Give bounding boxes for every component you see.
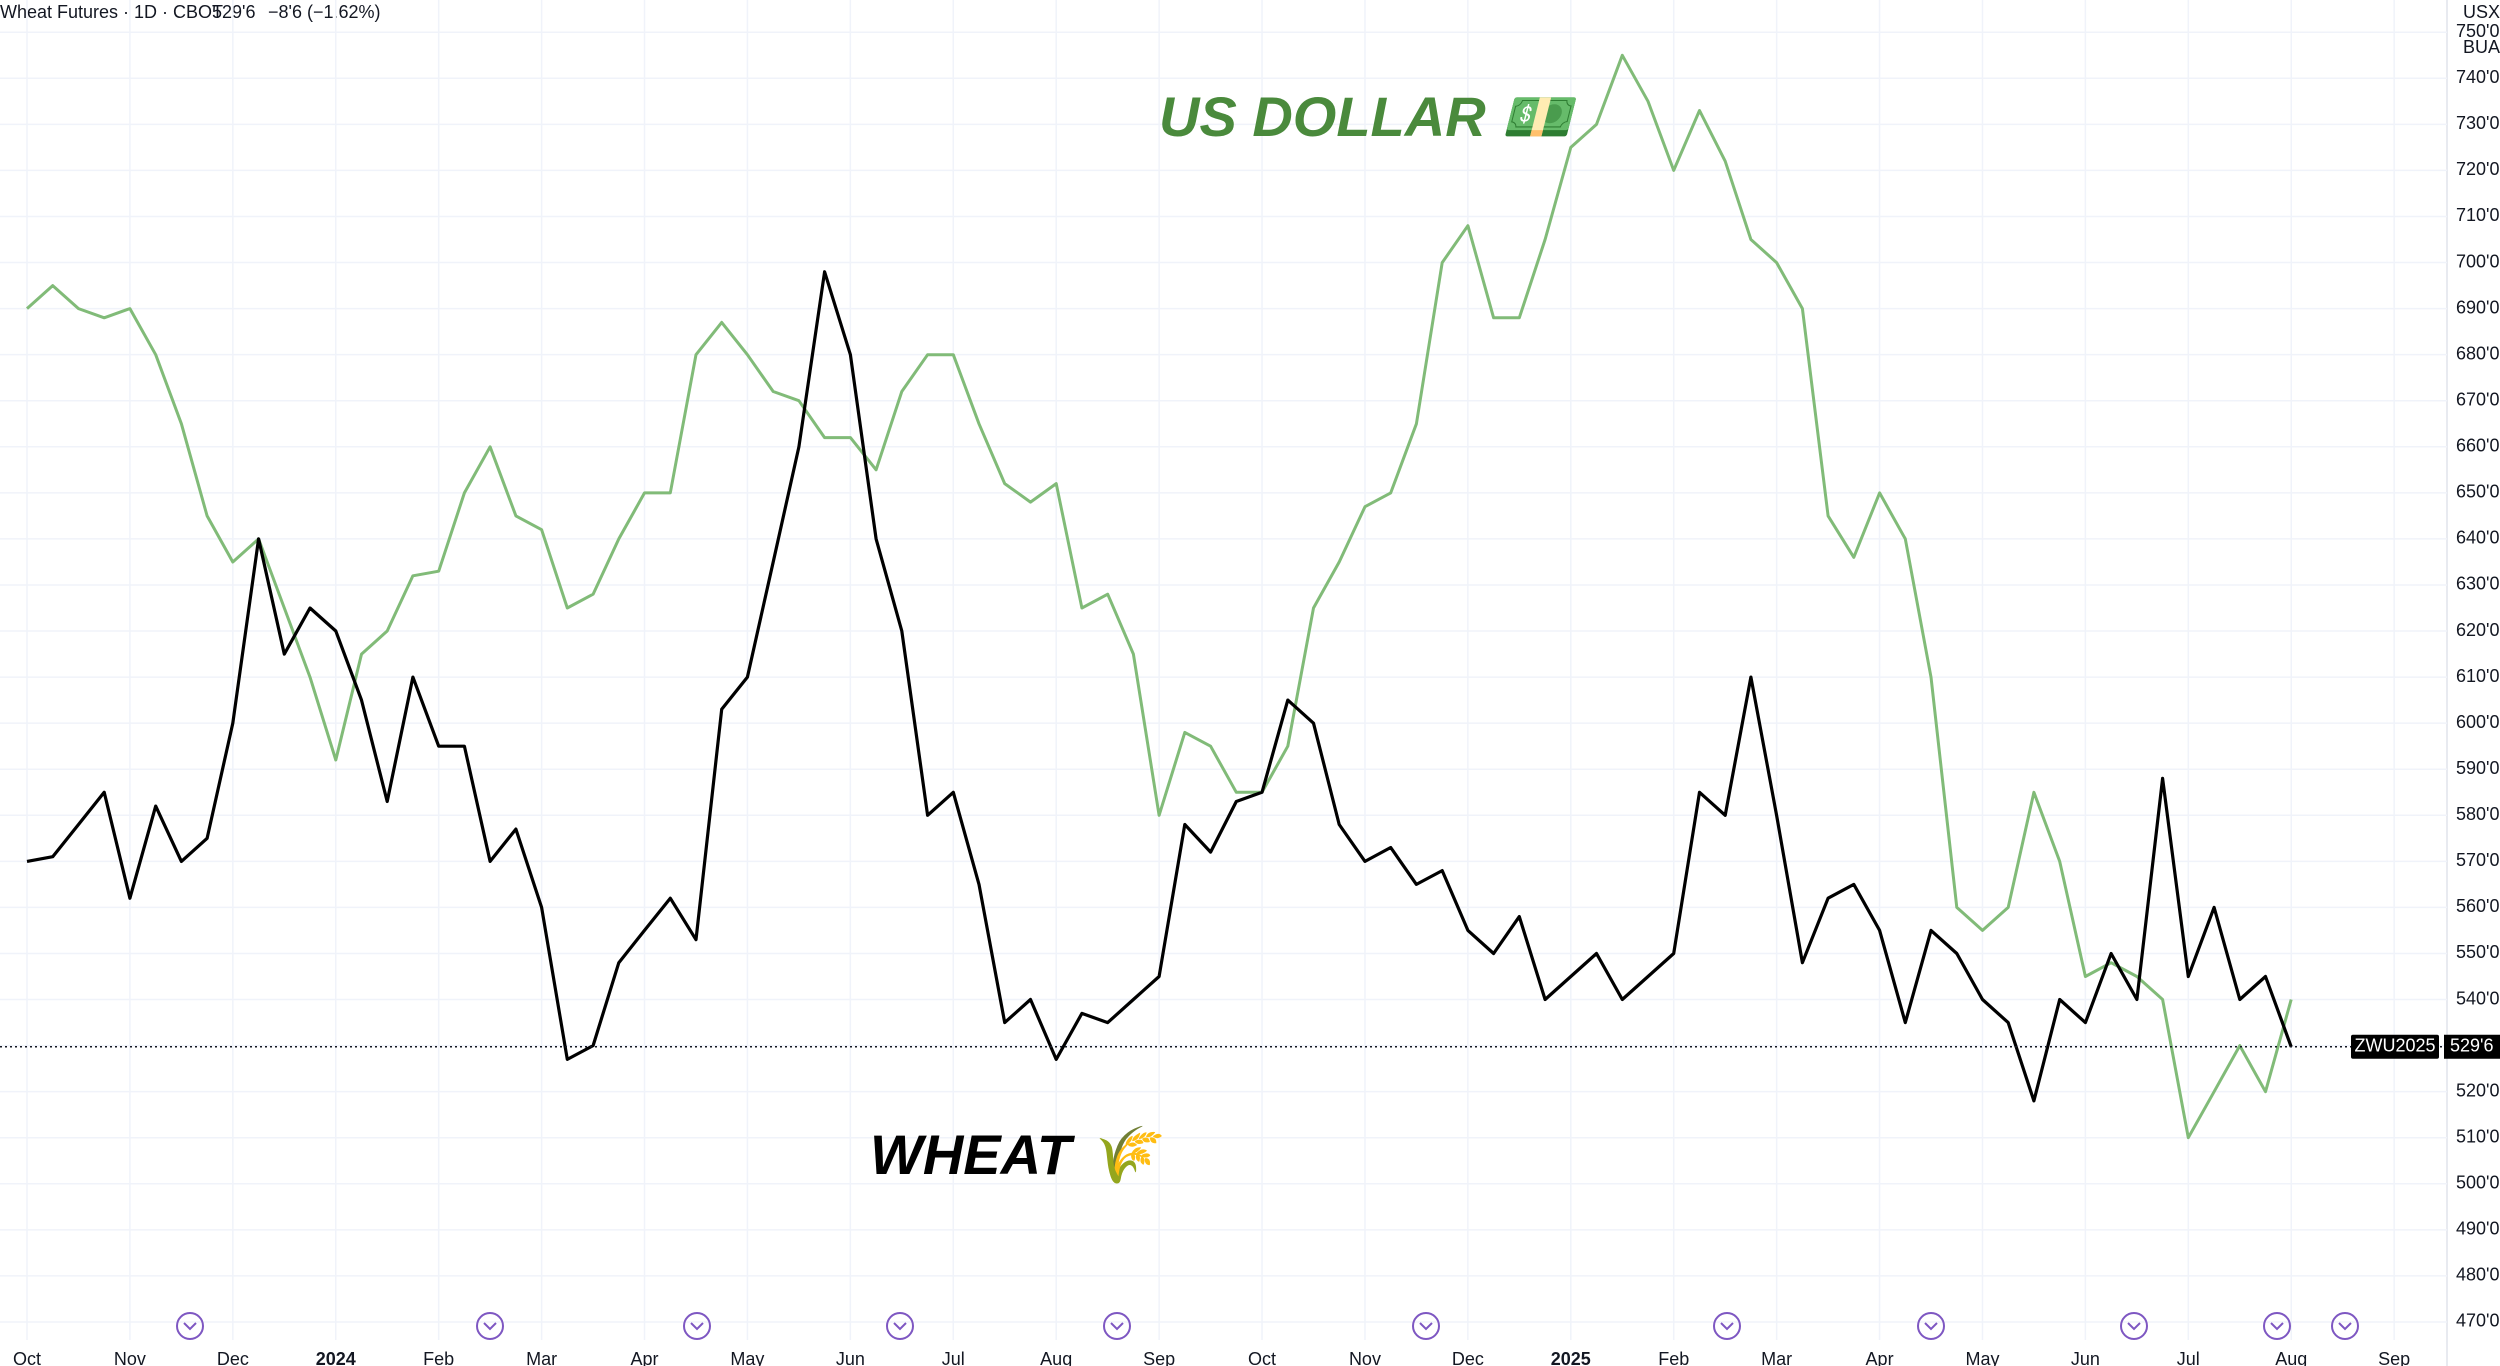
x-tick-label: Nov xyxy=(114,1349,146,1366)
event-icon-glyph xyxy=(183,1322,197,1331)
event-icon-glyph xyxy=(2270,1322,2284,1331)
x-tick-label: Mar xyxy=(1761,1349,1792,1366)
x-tick-label: Dec xyxy=(217,1349,249,1366)
y-tick-label: 570'0 xyxy=(2456,850,2499,870)
event-icon xyxy=(1713,1312,1741,1340)
y-tick-label: 700'0 xyxy=(2456,251,2499,271)
unit-label: BUA xyxy=(2463,37,2500,57)
y-tick-label: 510'0 xyxy=(2456,1126,2499,1146)
y-tick-label: 680'0 xyxy=(2456,343,2499,363)
y-tick-label: 490'0 xyxy=(2456,1219,2499,1239)
event-icon-glyph xyxy=(1924,1322,1938,1331)
event-icon-glyph xyxy=(690,1322,704,1331)
y-tick-label: 750'0 xyxy=(2456,21,2499,41)
event-icon xyxy=(2263,1312,2291,1340)
y-tick-label: 620'0 xyxy=(2456,620,2499,640)
annotation-dollar: US DOLLAR 💵 xyxy=(1159,85,1578,148)
event-icon xyxy=(176,1312,204,1340)
y-tick-label: 740'0 xyxy=(2456,67,2499,87)
event-icon-glyph xyxy=(893,1322,907,1331)
header-price: 529'6 xyxy=(212,2,255,22)
y-tick-label: 590'0 xyxy=(2456,758,2499,778)
x-tick-label: Apr xyxy=(631,1349,659,1366)
x-tick-label: Oct xyxy=(13,1349,41,1366)
x-tick-label: Feb xyxy=(423,1349,454,1366)
price-tag: 529'6 xyxy=(2450,1036,2493,1056)
event-icon xyxy=(1103,1312,1131,1340)
event-icon xyxy=(1917,1312,1945,1340)
x-tick-label: 2025 xyxy=(1551,1349,1591,1366)
event-icon xyxy=(886,1312,914,1340)
y-tick-label: 660'0 xyxy=(2456,436,2499,456)
y-tick-label: 690'0 xyxy=(2456,297,2499,317)
x-tick-label: May xyxy=(1965,1349,1999,1366)
x-tick-label: Dec xyxy=(1452,1349,1484,1366)
series-tag-box xyxy=(2351,1034,2439,1059)
y-tick-label: 520'0 xyxy=(2456,1080,2499,1100)
y-tick-label: 500'0 xyxy=(2456,1173,2499,1193)
event-icon-glyph xyxy=(2127,1322,2141,1331)
event-icon-glyph xyxy=(1720,1322,1734,1331)
x-tick-label: Feb xyxy=(1658,1349,1689,1366)
x-tick-label: Jul xyxy=(942,1349,965,1366)
x-tick-label: Aug xyxy=(1040,1349,1072,1366)
x-tick-label: Sep xyxy=(1143,1349,1175,1366)
y-tick-label: 580'0 xyxy=(2456,804,2499,824)
x-tick-label: Oct xyxy=(1248,1349,1276,1366)
y-tick-label: 550'0 xyxy=(2456,942,2499,962)
event-icon-glyph xyxy=(1110,1322,1124,1331)
annotation-wheat: WHEAT 🌾 xyxy=(870,1123,1166,1186)
header-symbol: Wheat Futures · 1D · CBOT xyxy=(0,2,223,22)
currency-label: USX xyxy=(2463,2,2500,22)
y-tick-label: 600'0 xyxy=(2456,712,2499,732)
y-tick-label: 640'0 xyxy=(2456,528,2499,548)
y-tick-label: 670'0 xyxy=(2456,389,2499,409)
x-tick-label: Jun xyxy=(836,1349,865,1366)
x-tick-label: May xyxy=(730,1349,764,1366)
x-tick-label: Nov xyxy=(1349,1349,1381,1366)
y-tick-label: 560'0 xyxy=(2456,896,2499,916)
x-tick-label: Apr xyxy=(1866,1349,1894,1366)
y-tick-label: 480'0 xyxy=(2456,1265,2499,1285)
y-tick-label: 470'0 xyxy=(2456,1311,2499,1331)
event-icon xyxy=(683,1312,711,1340)
header-change: −8'6 (−1.62%) xyxy=(268,2,381,22)
x-tick-label: Sep xyxy=(2378,1349,2410,1366)
grid xyxy=(0,0,2447,1340)
y-tick-label: 610'0 xyxy=(2456,666,2499,686)
y-tick-label: 720'0 xyxy=(2456,159,2499,179)
price-tag-box xyxy=(2444,1034,2500,1059)
event-icon-glyph xyxy=(483,1322,497,1331)
series-line xyxy=(25,53,2293,1140)
event-icon-glyph xyxy=(2338,1322,2352,1331)
y-tick-label: 710'0 xyxy=(2456,205,2499,225)
y-tick-label: 630'0 xyxy=(2456,574,2499,594)
y-tick-label: 650'0 xyxy=(2456,482,2499,502)
event-icon xyxy=(2331,1312,2359,1340)
event-icon xyxy=(1412,1312,1440,1340)
x-tick-label: 2024 xyxy=(316,1349,356,1366)
y-tick-label: 730'0 xyxy=(2456,113,2499,133)
x-tick-label: Mar xyxy=(526,1349,557,1366)
y-tick-label: 540'0 xyxy=(2456,988,2499,1008)
event-icon xyxy=(476,1312,504,1340)
event-icon xyxy=(2120,1312,2148,1340)
x-tick-label: Jul xyxy=(2177,1349,2200,1366)
series-line xyxy=(26,270,2293,1103)
x-tick-label: Jun xyxy=(2071,1349,2100,1366)
series-tag: ZWU2025 xyxy=(2354,1036,2435,1056)
x-tick-label: Aug xyxy=(2275,1349,2307,1366)
event-icon-glyph xyxy=(1419,1322,1433,1331)
